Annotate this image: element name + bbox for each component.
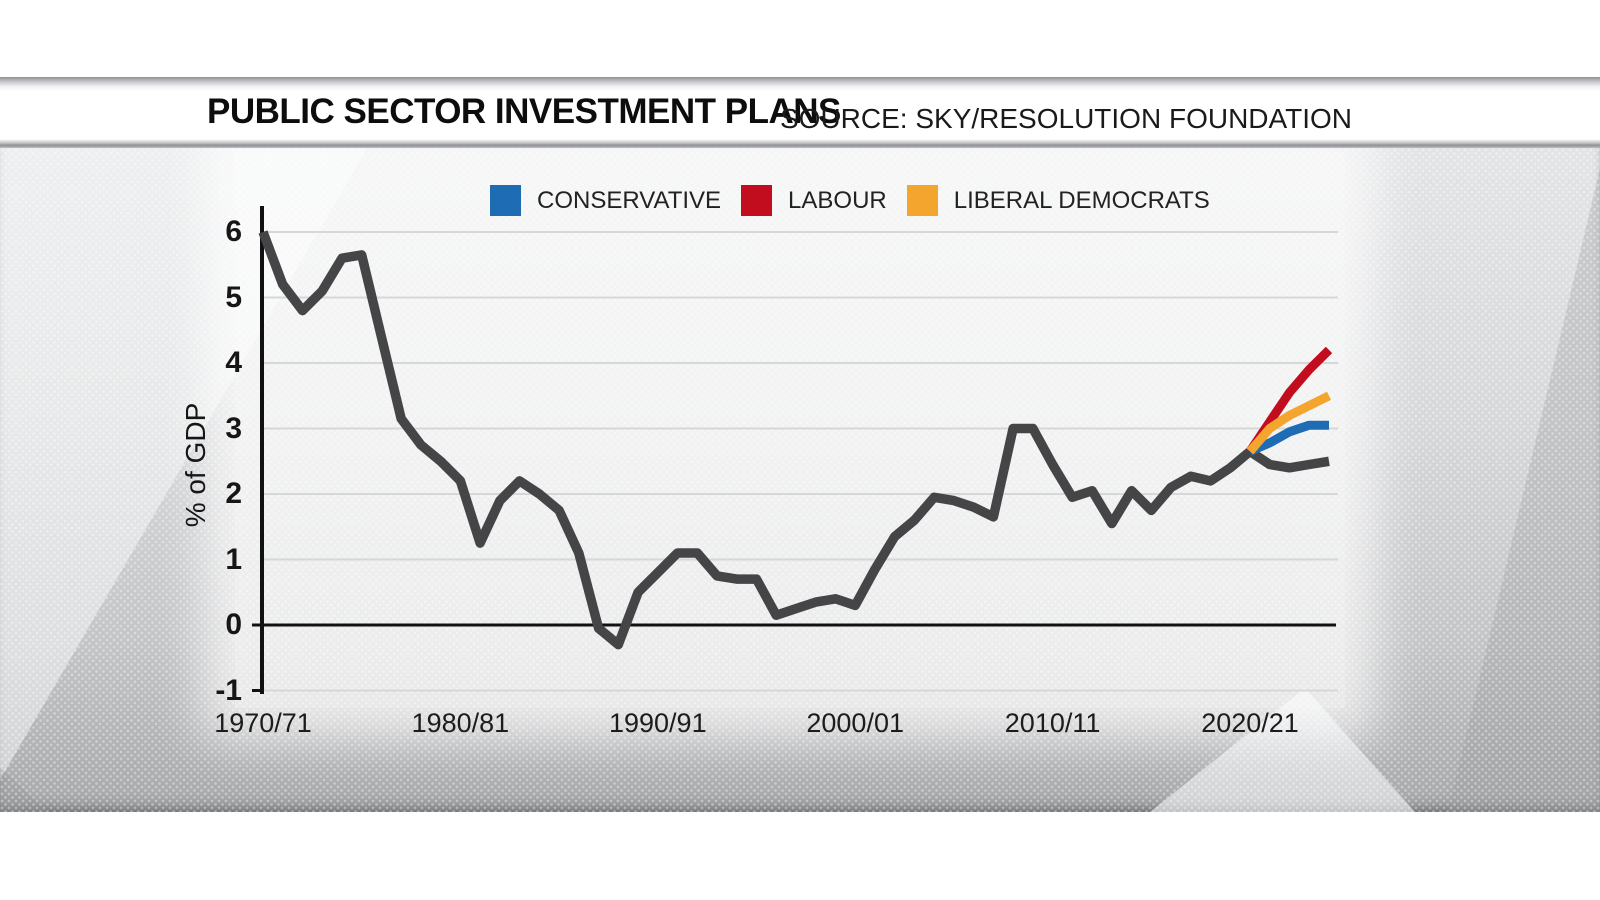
legend-label-labour: LABOUR: [788, 187, 887, 214]
chart-legend: CONSERVATIVE LABOUR LIBERAL DEMOCRATS: [490, 185, 1210, 216]
plot-area-highlight: [235, 152, 1345, 708]
top-separator-band: [0, 77, 1600, 91]
legend-label-conservative: CONSERVATIVE: [537, 187, 722, 214]
libdem-swatch-icon: [906, 185, 938, 216]
legend-item-libdem: LIBERAL DEMOCRATS: [906, 185, 1210, 216]
legend-item-conservative: CONSERVATIVE: [490, 185, 721, 216]
conservative-swatch-icon: [490, 185, 521, 216]
chart-background: [0, 148, 1600, 812]
labour-swatch-icon: [741, 185, 773, 216]
title-separator-band: [0, 139, 1600, 149]
legend-item-labour: LABOUR: [741, 185, 887, 216]
legend-label-libdem: LIBERAL DEMOCRATS: [953, 187, 1210, 214]
source-attribution: SOURCE: SKY/RESOLUTION FOUNDATION: [780, 103, 1352, 134]
page-title: PUBLIC SECTOR INVESTMENT PLANS: [207, 92, 841, 131]
